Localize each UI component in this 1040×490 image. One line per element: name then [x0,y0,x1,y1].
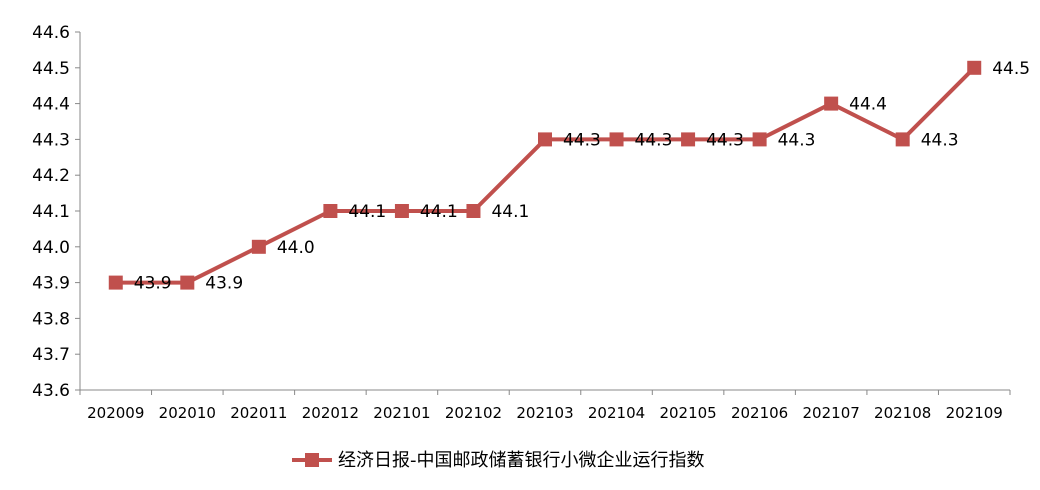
data-label: 44.3 [921,130,959,150]
y-tick-label: 44.1 [32,202,70,222]
data-point-marker [251,239,266,254]
data-label: 44.3 [563,130,601,150]
x-axis-ticks: 202009 202010 202011 202012 202101 202102 2021… [79,390,1011,422]
x-tick-label: 202010 [159,404,216,422]
data-label: 44.3 [706,130,744,150]
data-label: 44.0 [277,238,315,258]
legend: 经济日报-中国邮政储蓄银行小微企业运行指数 [292,450,705,471]
y-tick-label: 43.7 [32,345,70,365]
data-label: 44.4 [849,95,887,115]
x-tick-label: 202102 [445,404,502,422]
data-label: 43.9 [205,274,243,294]
legend-entry-label: 经济日报-中国邮政储蓄银行小微企业运行指数 [338,450,705,471]
y-tick-label: 44.0 [32,238,70,258]
x-tick-label: 202104 [588,404,645,422]
legend-marker-swatch [305,453,319,467]
y-tick-label: 44.6 [32,23,70,43]
data-label: 44.5 [992,59,1030,79]
chart-axes [79,32,1010,391]
data-point-marker [323,204,338,218]
data-point-marker [108,275,123,290]
y-tick-label: 44.5 [32,59,70,79]
y-tick-label: 44.2 [32,166,70,186]
x-tick-label: 202101 [373,404,430,422]
y-tick-label: 43.6 [32,381,70,401]
x-tick-label: 202012 [302,404,359,422]
data-point-marker [180,275,195,290]
y-tick-label: 43.9 [32,274,70,294]
data-point-marker [466,204,481,218]
data-point-marker [609,132,624,147]
data-point-marker [538,132,552,147]
y-axis-ticks: 43.6 43.7 43.8 43.9 44.0 44.1 44.2 44.3 44.4 44.5… [32,23,80,401]
data-label: 44.3 [778,130,816,150]
y-tick-label: 44.3 [32,130,70,150]
x-tick-label: 202011 [230,404,287,422]
data-point-marker [394,204,409,218]
data-point-marker [967,60,982,75]
data-point-marker [824,96,839,111]
data-label: 44.1 [420,202,458,222]
data-point-marker [895,132,910,147]
series-line [115,66,976,285]
x-tick-label: 202009 [87,404,144,422]
data-label: 44.1 [348,202,386,222]
y-tick-label: 43.8 [32,309,70,329]
x-tick-label: 202109 [946,404,1003,422]
y-tick-label: 44.4 [32,95,70,115]
data-label: 44.3 [635,130,673,150]
x-tick-label: 202106 [731,404,788,422]
data-point-marker [681,132,696,147]
x-tick-label: 202108 [874,404,931,422]
x-tick-label: 202107 [803,404,860,422]
series-layer: 43.9 43.9 44.0 44.1 44.1 44.1 44.3 44.3 44.3 44.3… [108,59,1030,294]
data-label: 43.9 [134,274,172,294]
data-label: 44.1 [491,202,529,222]
data-point-marker [752,132,767,147]
x-tick-label: 202105 [659,404,716,422]
x-tick-label: 202103 [516,404,573,422]
